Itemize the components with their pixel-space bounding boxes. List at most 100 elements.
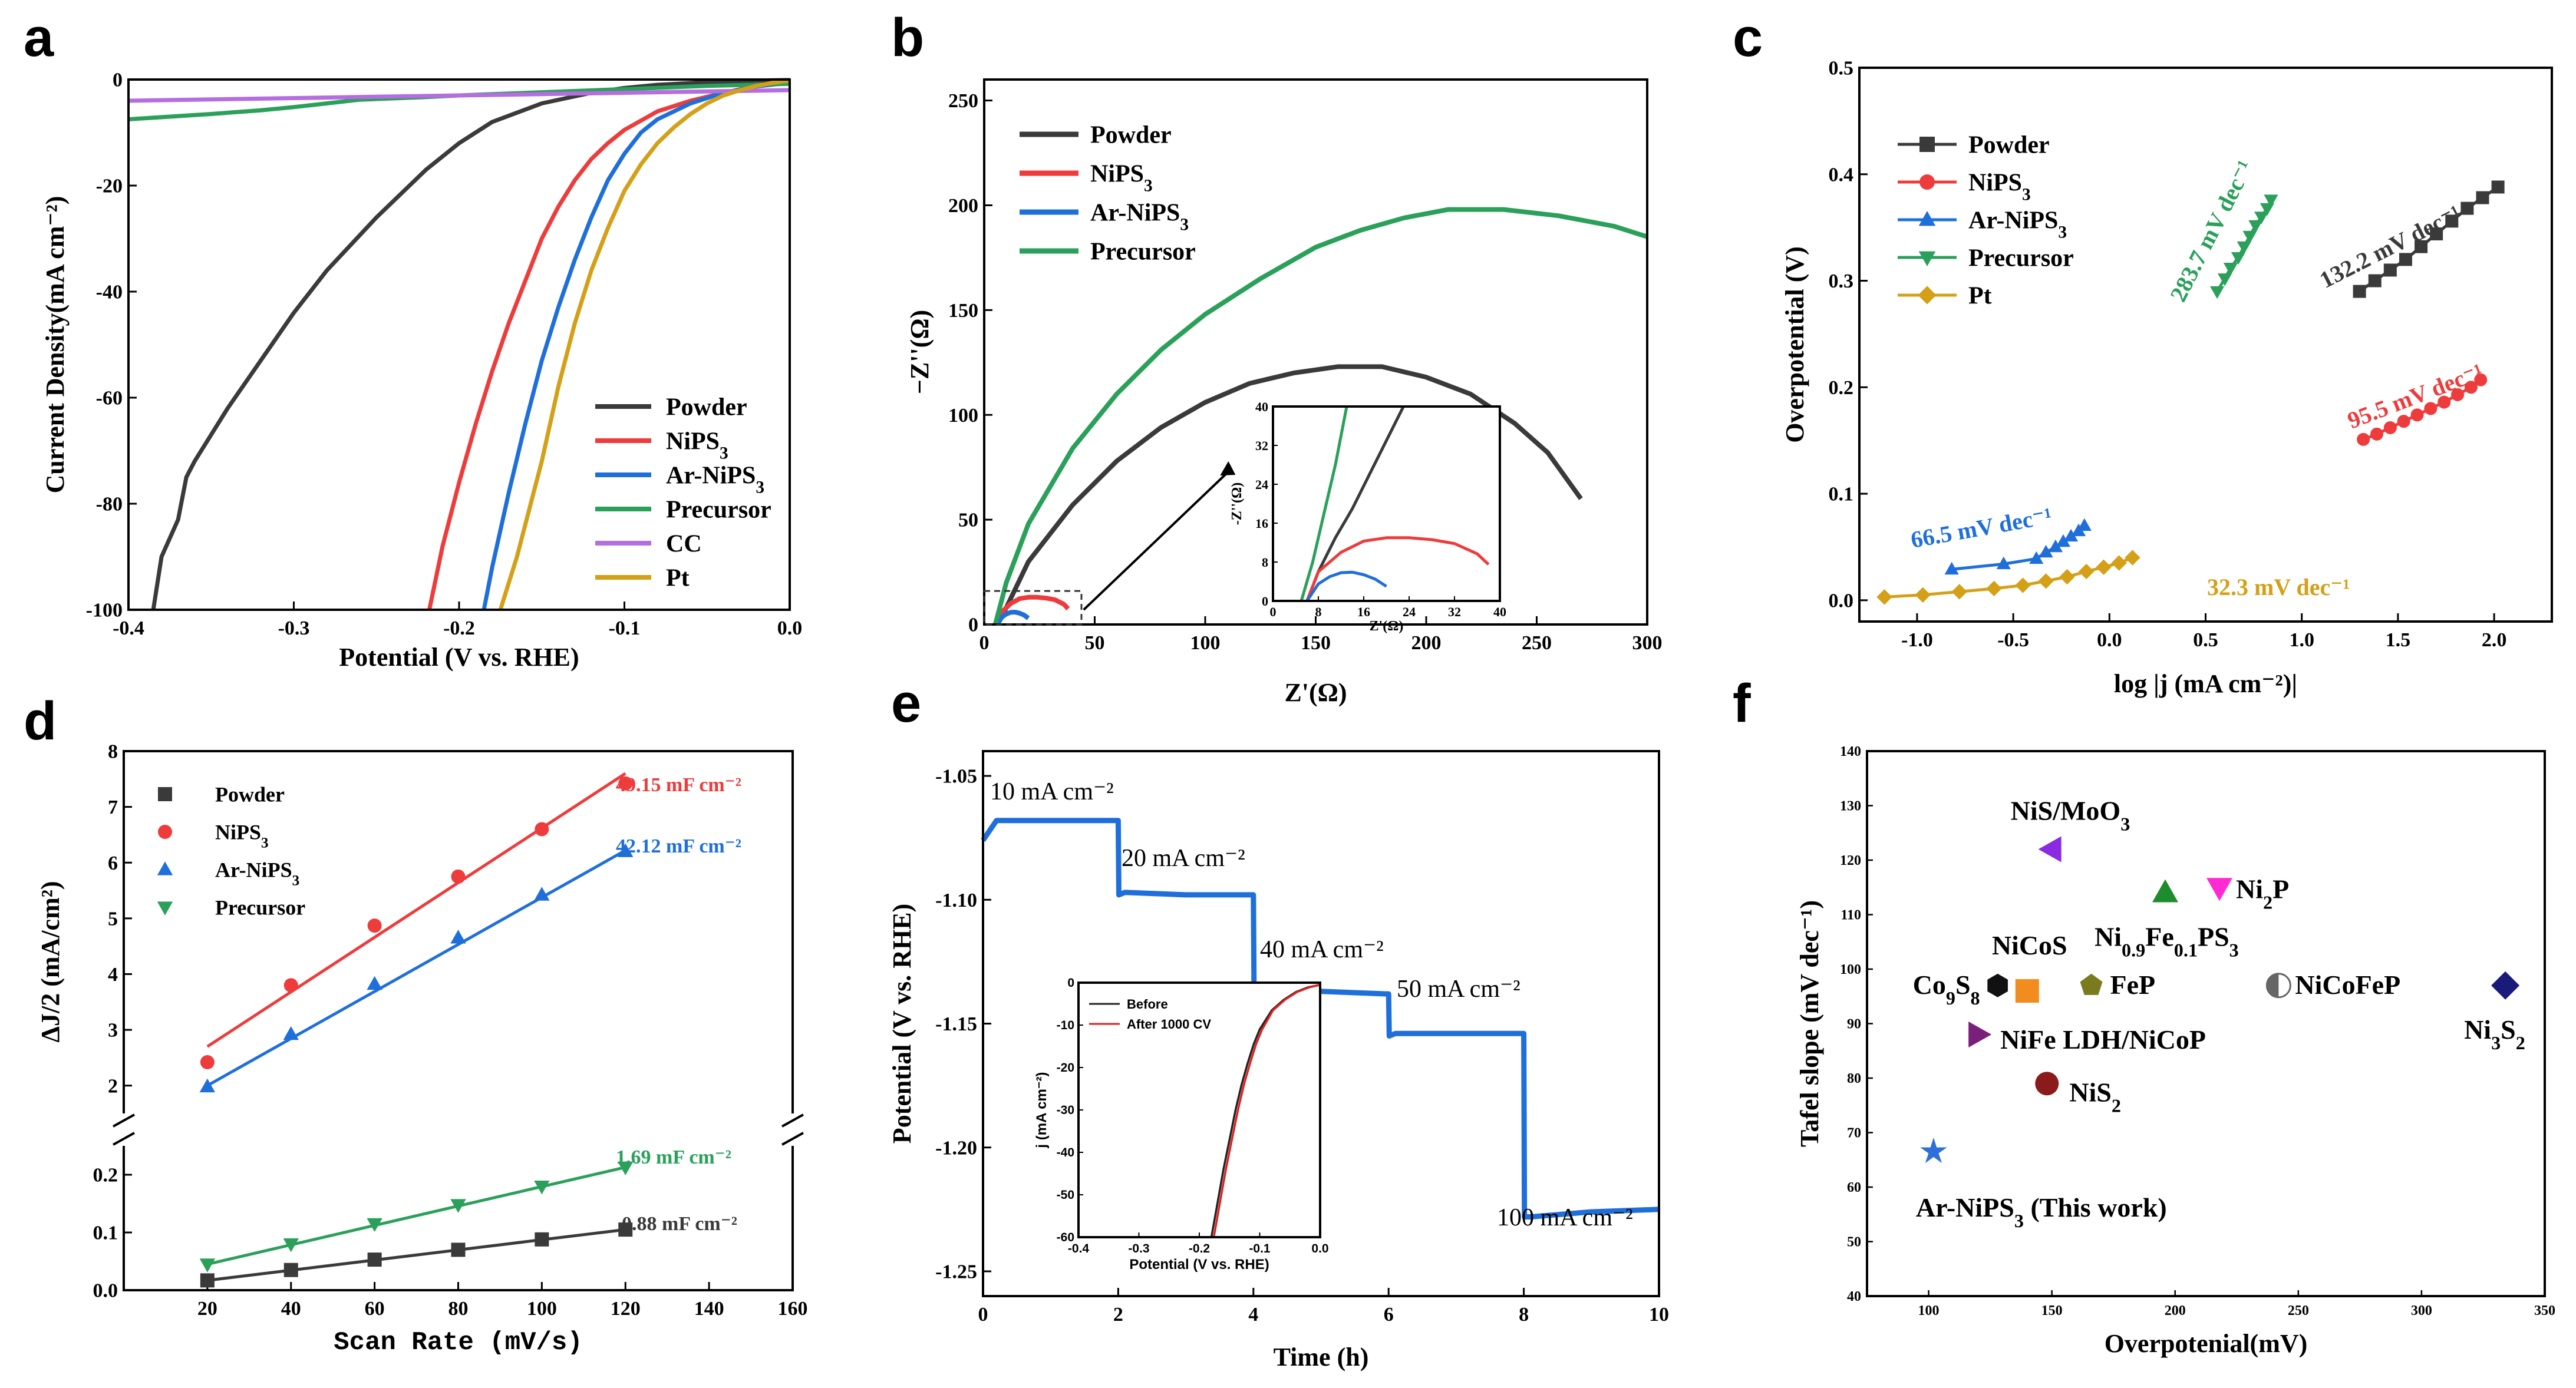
data-point-pt: [2125, 550, 2140, 566]
x-tick-label: 100: [527, 1298, 557, 1320]
label-run: NiPS: [215, 821, 261, 844]
y-tick-label: 7: [108, 797, 118, 818]
x-tick-label: 150: [1301, 632, 1331, 654]
y-tick-label: 120: [1840, 853, 1861, 868]
data-point-powder: [2430, 227, 2443, 240]
x-tick-label: -0.2: [443, 617, 475, 639]
data-point-powder: [2476, 191, 2489, 204]
inset-x-tick-label: 0: [1270, 604, 1277, 619]
data-point-powder: [200, 1273, 215, 1288]
panel-label-a: a: [24, 8, 54, 68]
x-tick-label: 160: [778, 1298, 808, 1320]
y-tick-label: 0.4: [1829, 164, 1854, 186]
data-point-nips3: [2451, 388, 2465, 401]
x-tick-label: 80: [448, 1298, 469, 1320]
data-point-ar-nips3: [534, 887, 550, 901]
data-point-ar-nips3: [2056, 534, 2071, 547]
data-point-ar-nips3: [1944, 561, 1959, 575]
label-run: 2: [2516, 1032, 2525, 1053]
data-point-pt: [1986, 580, 2002, 597]
data-point-powder: [2415, 240, 2428, 253]
y-tick-label: 250: [948, 90, 978, 112]
legend-label: Precursor: [1968, 245, 2074, 272]
inset-y-tick-label: 32: [1255, 438, 1268, 453]
inset-series-after-1000-cv: [1212, 983, 1321, 1238]
legend-label: Ar-NiPS3: [666, 462, 764, 497]
y-tick-label: 80: [1847, 1071, 1861, 1086]
data-point-nips3: [535, 822, 549, 837]
label-run: 3: [2022, 186, 2031, 204]
label-run: 3: [261, 835, 269, 851]
label-run: 3: [2014, 1210, 2024, 1231]
legend-label: Pt: [1968, 283, 1992, 310]
label-run: 2: [2112, 1095, 2121, 1116]
x-tick-label: -0.1: [609, 617, 641, 639]
label-run: Ar-NiPS: [1968, 207, 2058, 234]
inset-x-tick-label: 8: [1315, 604, 1322, 619]
label-run: 3: [1180, 216, 1189, 234]
x-tick-label: 4: [1248, 1304, 1258, 1326]
inset-x-label: Z'(Ω): [1370, 619, 1404, 634]
inset-series-precursor: [1299, 406, 1348, 602]
data-point-powder: [2399, 253, 2412, 266]
data-point-powder: [2368, 274, 2382, 287]
fit-line-powder: [207, 1228, 626, 1282]
benchmark-marker: [1987, 973, 2008, 997]
legend-marker: [1919, 137, 1935, 152]
y-axis-label: Tafel slope (mV dec⁻¹): [1795, 900, 1824, 1147]
data-point-precursor: [2231, 252, 2246, 265]
y-tick-label: 2: [108, 1075, 118, 1097]
panel-d: 20 40 60 80 100 120 140 160 2 3 4 5 6 7 8 0.0 0.1 0.2 Scan…: [36, 741, 808, 1357]
x-tick-label: 50: [1085, 632, 1105, 654]
legend-label: Ar-NiPS3: [215, 858, 299, 889]
data-point-ar-nips3: [199, 1078, 216, 1093]
label-run: 3: [2058, 223, 2067, 242]
data-point-powder: [2460, 201, 2474, 215]
label-run: NiPS: [1090, 161, 1144, 188]
y-tick-label: -1.20: [935, 1137, 977, 1159]
inset-y-tick-label: -10: [1057, 1019, 1074, 1032]
data-point-nips3: [2464, 381, 2478, 394]
x-tick-label: 0.0: [2097, 629, 2122, 651]
label-run: 3: [2491, 1032, 2501, 1053]
data-point-precursor: [2209, 286, 2225, 299]
benchmark-marker: [2035, 1072, 2059, 1096]
capacitance-annotation: 49.15 mF cm⁻²: [616, 774, 741, 796]
y-tick-label: 8: [108, 741, 118, 763]
legend-label: CC: [666, 531, 702, 558]
x-tick-label: -0.5: [1997, 629, 2029, 651]
label-run: Ni: [2236, 874, 2263, 904]
data-point-ar-nips3: [2063, 528, 2079, 542]
label-run: 3: [2229, 940, 2239, 961]
data-point-pt: [1915, 587, 1931, 603]
step-label: 100 mA cm⁻²: [1497, 1204, 1633, 1231]
inset-x-label: Potential (V vs. RHE): [1129, 1257, 1269, 1273]
y-axis-label: Potential (V vs. RHE): [888, 904, 916, 1144]
y-axis-label: −Z''(Ω): [905, 310, 934, 394]
step-label: 50 mA cm⁻²: [1397, 976, 1520, 1003]
label-run: 9: [1946, 987, 1955, 1009]
series-line-nips3: [2363, 378, 2482, 441]
x-tick-label: 100: [1918, 1303, 1940, 1318]
data-point-nips3: [2438, 395, 2451, 409]
benchmark-marker: [2265, 973, 2291, 999]
inset-x-tick-label: 0.0: [1311, 1242, 1328, 1255]
data-point-nips3: [2370, 427, 2383, 441]
y-tick-label: 0.2: [1829, 377, 1854, 399]
x-tick-label: 2.0: [2482, 629, 2507, 651]
series-line-powder: [2359, 186, 2499, 293]
legend-label: Precursor: [1090, 239, 1196, 266]
y-axis-label: ΔJ/2 (mA/cm²): [36, 881, 65, 1042]
y-tick-label: 0: [968, 614, 978, 636]
label-run: (This work): [2024, 1192, 2167, 1222]
data-point-powder: [367, 1252, 382, 1267]
marker-half: [2267, 973, 2279, 997]
data-point-pt: [2096, 559, 2112, 576]
inset-y-label: j (mA cm⁻²): [1034, 1072, 1050, 1148]
data-point-ar-nips3: [367, 976, 382, 990]
y-tick-label: 150: [948, 300, 978, 322]
y-tick-label: -1.10: [935, 890, 977, 911]
label-run: Ni: [2464, 1014, 2491, 1045]
zoom-box: [983, 590, 1083, 626]
x-tick-label: 0: [979, 632, 989, 654]
